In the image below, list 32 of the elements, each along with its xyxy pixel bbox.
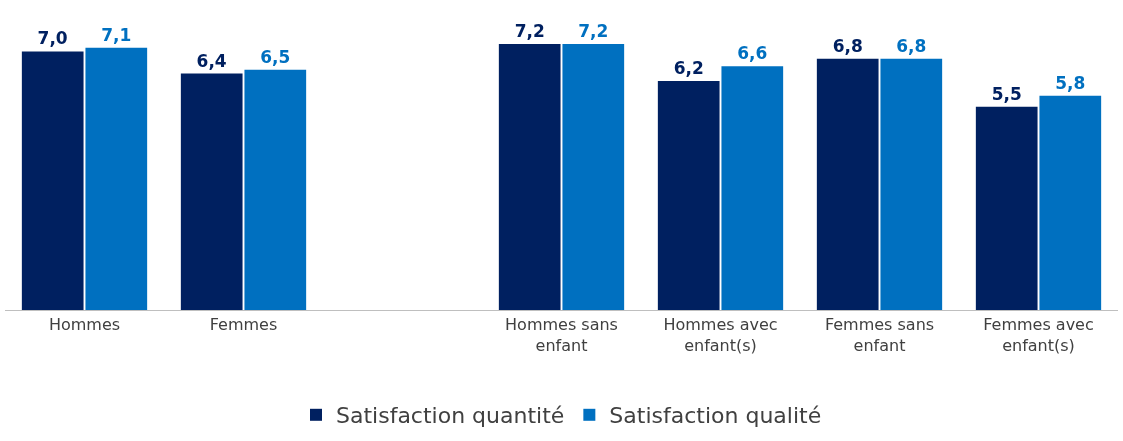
data-label: 5,8	[1055, 72, 1086, 93]
data-label: 6,5	[260, 46, 291, 67]
data-label: 5,5	[991, 83, 1022, 104]
x-tick-label: Femmes avec enfant(s)	[983, 315, 1094, 355]
bar	[816, 58, 879, 310]
data-label: 6,6	[737, 43, 768, 64]
bar	[975, 106, 1038, 310]
x-tick-label: Femmes sans enfant	[824, 315, 935, 355]
bar	[562, 44, 625, 310]
bar	[21, 51, 84, 310]
bar	[498, 44, 561, 310]
x-tick-label: Hommes sans enfant	[505, 315, 618, 355]
data-label: 7,2	[514, 21, 545, 41]
x-tick-label: Femmes	[209, 315, 278, 335]
bar	[880, 58, 943, 310]
data-label: 6,8	[896, 35, 927, 56]
bar	[1039, 95, 1102, 310]
legend-label: Satisfaction quantité	[336, 403, 565, 429]
data-label: 7,2	[578, 21, 609, 41]
bar	[657, 80, 720, 310]
x-tick-label: Hommes avec enfant(s)	[663, 315, 778, 355]
legend-label: Satisfaction qualité	[609, 403, 822, 429]
bar	[721, 66, 784, 310]
data-label: 6,4	[196, 50, 227, 71]
data-label: 6,8	[832, 35, 863, 56]
data-label: 7,0	[37, 28, 68, 49]
bar	[244, 69, 307, 310]
data-label: 7,1	[101, 24, 132, 45]
data-label: 6,2	[673, 57, 704, 78]
x-tick-label: Hommes	[48, 315, 121, 335]
bar	[180, 73, 243, 310]
bar	[85, 47, 148, 310]
